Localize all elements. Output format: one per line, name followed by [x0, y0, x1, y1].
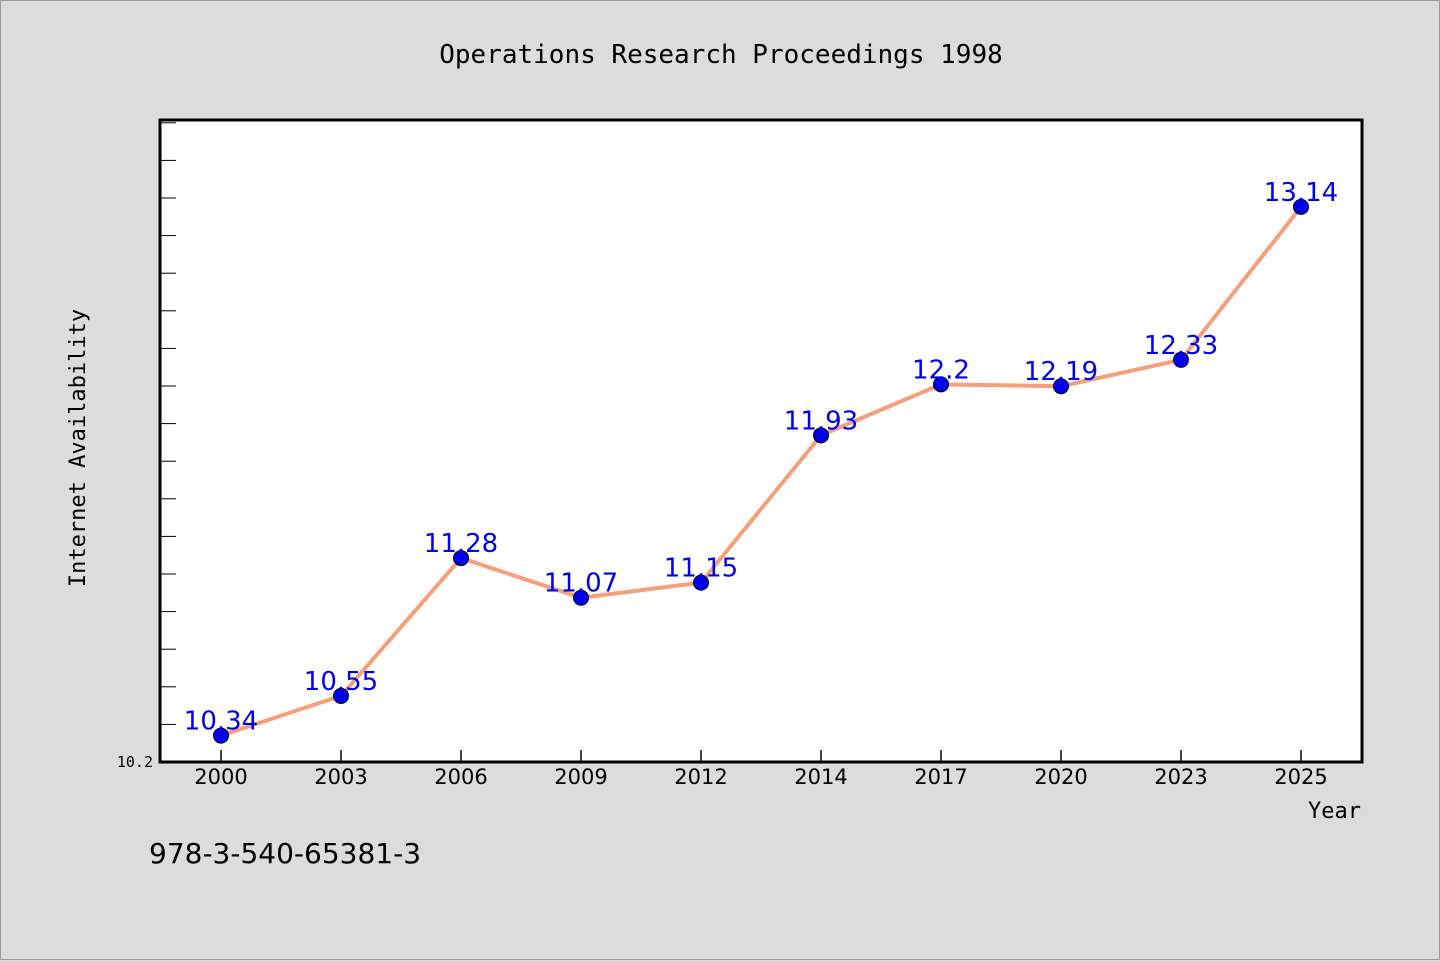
y-axis-label: Internet Availability	[66, 309, 91, 587]
x-tick-label: 2000	[194, 765, 247, 789]
series-markers	[213, 198, 1309, 744]
data-point-marker	[1173, 351, 1189, 368]
data-label: 12.19	[1024, 357, 1098, 387]
x-axis-label: Year	[1308, 799, 1361, 824]
x-tick-label: 2017	[914, 765, 967, 789]
isbn-footer: 978-3-540-65381-3	[149, 837, 421, 870]
y-axis-ticks	[160, 122, 176, 725]
x-tick-label: 2023	[1154, 765, 1207, 789]
data-point-marker	[1293, 198, 1309, 215]
data-label: 13.14	[1264, 178, 1338, 208]
data-label: 10.34	[184, 707, 258, 737]
data-point-marker	[333, 687, 349, 704]
data-label: 11.07	[544, 569, 618, 599]
x-tick-label: 2003	[314, 765, 367, 789]
data-point-marker	[1053, 378, 1069, 395]
data-label: 11.15	[664, 554, 738, 584]
data-point-marker	[453, 550, 469, 567]
x-tick-label: 2006	[434, 765, 487, 789]
chart-title: Operations Research Proceedings 1998	[439, 40, 1003, 70]
x-tick-label: 2012	[674, 765, 727, 789]
x-axis-tick-labels: 2000 2003 2006 2009 2012 2014 2017 2020 2023 2025	[194, 765, 1327, 789]
data-point-marker	[813, 427, 829, 444]
data-labels: 10.34 10.55 11.28 11.07 11.15 11.93 12.2 12.19 1…	[184, 178, 1338, 737]
data-label: 12.33	[1144, 331, 1218, 361]
x-axis-ticks	[220, 750, 1302, 762]
data-point-marker	[573, 589, 589, 606]
data-point-marker	[933, 376, 949, 393]
x-tick-label: 2014	[794, 765, 847, 789]
series-line	[220, 205, 1303, 738]
data-label: 12.2	[912, 355, 970, 385]
data-point-marker	[693, 574, 709, 591]
data-label: 11.93	[784, 406, 858, 436]
data-label: 11.28	[424, 529, 498, 559]
data-label: 10.55	[304, 667, 378, 697]
y-axis-min-label: 10.2	[117, 753, 153, 771]
data-point-marker	[213, 727, 229, 744]
x-tick-label: 2020	[1034, 765, 1087, 789]
x-tick-label: 2025	[1274, 765, 1327, 789]
x-tick-label: 2009	[554, 765, 607, 789]
plot-area	[158, 118, 1364, 764]
